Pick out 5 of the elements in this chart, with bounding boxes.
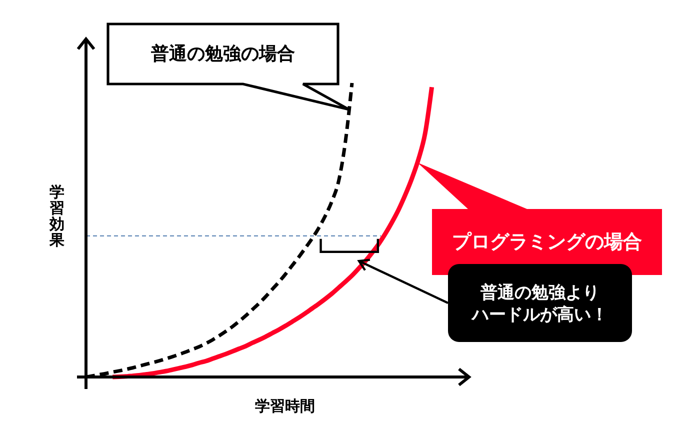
text: 普通の勉強の場合 <box>150 44 295 64</box>
text: 普通の勉強よりハードルが高い！ <box>470 282 608 325</box>
x-axis-title: 学習時間 <box>255 397 315 415</box>
text: プログラミングの場合 <box>452 231 642 253</box>
y-axis-title: 学習効果 <box>48 183 66 249</box>
